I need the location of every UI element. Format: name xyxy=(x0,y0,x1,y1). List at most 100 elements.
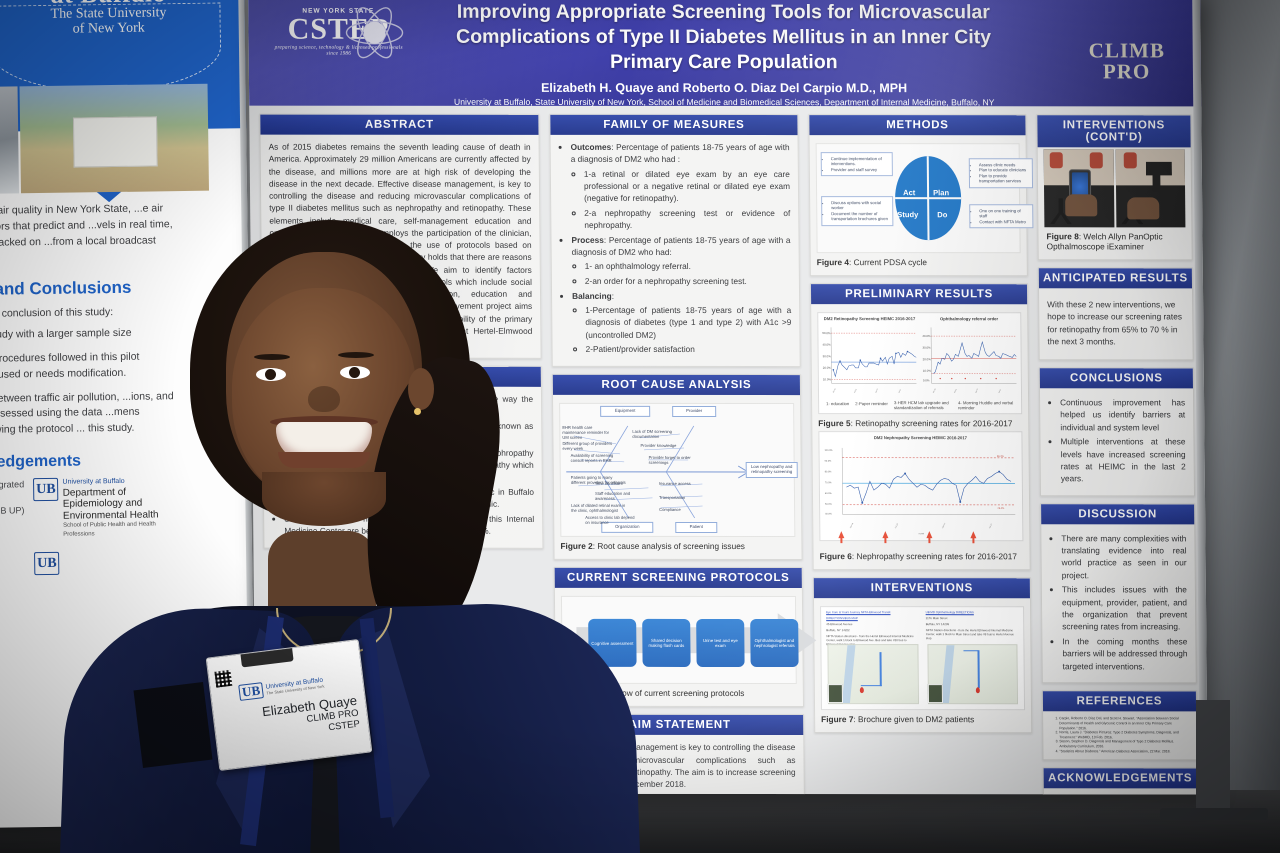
svg-text:Jul-17: Jul-17 xyxy=(898,389,902,394)
figure-6-label: Figure 6 xyxy=(819,551,852,562)
svg-text:26.4%: 26.4% xyxy=(998,508,1005,510)
svg-text:Jan-16: Jan-16 xyxy=(932,388,936,393)
lower-lip xyxy=(278,452,370,468)
conclusions-item-0: Continuous improvement has helped us ide… xyxy=(1060,396,1185,433)
brochure-right-title-text: UB MD Ophthalmology DIRECTIONS xyxy=(925,610,974,615)
acknowledgements-heading: ACKNOWLEDGEMENTS xyxy=(1043,768,1197,789)
pdsa-act-0: Continue implementation of interventions… xyxy=(831,156,889,167)
map-route-left-h xyxy=(860,684,882,687)
chart-3-plot: 100.0% 90.0% 80.0% 70.0% 60.0% 50.0% 40.0% 86… xyxy=(825,448,1016,535)
svg-text:40.0%: 40.0% xyxy=(822,343,831,347)
display-stand xyxy=(1196,700,1230,820)
poster-title-banner: NEW YORK STATE CSTEP preparing science, … xyxy=(248,0,1202,107)
svg-text:Jan-17: Jan-17 xyxy=(875,388,879,393)
reference-item-2: Sisson, Stephen D. Diagnosis and Managem… xyxy=(1059,740,1188,749)
map-route-left-v xyxy=(879,652,882,686)
figure-4-label: Figure 4 xyxy=(816,257,850,268)
page-title: Improving Appropriate Screening Tools fo… xyxy=(455,0,992,74)
legend-item-1: 2-Paper reminder xyxy=(855,401,888,407)
climb-logo-line2: PRO xyxy=(1102,59,1151,84)
fishbone-cause-pv-2: Provider forget to order screenings xyxy=(648,455,691,466)
brochure-right: UB MD Ophthalmology DIRECTIONS 1176 Main… xyxy=(923,610,1022,707)
preliminary-results-card: PRELIMINARY RESULTS DM2 Retinopathy Scre… xyxy=(809,283,1031,571)
pdsa-plan-2: Plan to provide transportation services xyxy=(979,173,1029,184)
poster-column-3: METHODS Act Plan Study Do Continue imple… xyxy=(808,114,1034,794)
photo-red-object-left-2 xyxy=(1089,152,1103,169)
discussion-item-2: In the coming months these barriers will… xyxy=(1062,635,1187,672)
left-poster-university-logo: at Buffalo The State University of New Y… xyxy=(0,0,219,38)
badge-qr-code-icon xyxy=(214,669,233,688)
badge-backing xyxy=(133,682,213,768)
photo-red-object-left xyxy=(1049,152,1063,169)
map-route-right-h xyxy=(963,650,979,652)
fishbone-cause-pt-1: Transportation xyxy=(658,495,686,501)
pdsa-quadrant-plan: Plan xyxy=(933,188,950,198)
eyebrow-left xyxy=(254,354,290,360)
preliminary-results-heading: PRELIMINARY RESULTS xyxy=(810,284,1028,305)
map-route-right-v xyxy=(977,650,980,689)
chart-3-title: DM2 Nephropathy Screening HEIMC 2016-201… xyxy=(873,435,968,441)
chart-2-title: Ophthalmology referral order xyxy=(939,316,999,322)
figure-7-text: : Brochure given to DM2 patients xyxy=(853,714,975,725)
discussion-card: DISCUSSION There are many complexities w… xyxy=(1040,503,1197,684)
fishbone-diagram: Equipment Provider Organization Patient … xyxy=(559,403,798,538)
left-poster-photos xyxy=(0,83,210,195)
svg-text:30.0%: 30.0% xyxy=(922,346,931,350)
map-river-left xyxy=(841,645,856,704)
pdsa-box-study: Discuss options with social worker Docum… xyxy=(821,196,894,226)
poster-authors: Elizabeth H. Quaye and Roberto O. Diaz D… xyxy=(540,80,908,96)
poster-columns: ABSTRACT As of 2015 diabetes remains the… xyxy=(249,106,1208,795)
workflow-step-2: Urine test and eye exam xyxy=(696,619,745,668)
reference-item-3: "Statistics About Diabetes." American Di… xyxy=(1059,749,1188,754)
climb-logo-line1: CLIMB xyxy=(1088,38,1166,63)
references-body: Carpio, Roberto O. Diaz Del, and Scott H… xyxy=(1043,712,1196,760)
svg-text:100.0%: 100.0% xyxy=(825,450,833,452)
figure-4-text: : Current PDSA cycle xyxy=(848,257,928,268)
workflow-step-1: Shared decision making flash cards xyxy=(642,619,691,668)
ack-left-0: ...arning and Integrated xyxy=(0,479,25,490)
conclusions-heading: CONCLUSIONS xyxy=(1039,368,1193,389)
fom-sub-0-1: 2-a nephropathy screening test or eviden… xyxy=(584,207,790,232)
earring xyxy=(414,408,421,415)
svg-text:month: month xyxy=(919,532,924,535)
badge-name-block: Elizabeth Quaye CLIMB PRO CSTEP xyxy=(213,693,360,747)
atom-icon xyxy=(345,7,404,59)
pdsa-do-1: Contact with NFTA Metro xyxy=(979,219,1029,224)
legend-item-0: 1- education xyxy=(826,401,850,407)
workflow-step-3: Ophthalmologist and nephrologist referra… xyxy=(750,619,799,668)
poster-column-2: FAMILY OF MEASURES Outcomes: Percentage … xyxy=(549,113,805,795)
anticipated-results-body: With these 2 new interventions, we hope … xyxy=(1047,299,1183,347)
brochure-left-title-text: Eye Care & Yours Journey NFTA-Elmwood Tr… xyxy=(826,610,891,615)
pdsa-box-plan: Assess clinic needs Plan to educate clin… xyxy=(968,158,1034,188)
ack-left-5: ...O) xyxy=(0,553,28,567)
svg-text:50.0%: 50.0% xyxy=(822,331,831,335)
acknowledgements-body: Roberto O. Diaz del Carpio, MD, MPH Part… xyxy=(1044,788,1199,794)
hand-right xyxy=(1126,197,1159,220)
svg-text:Jul-17: Jul-17 xyxy=(989,524,993,529)
brochure-right-line2: NFTA Station directions - from the Herte… xyxy=(925,628,1015,640)
legend-item-3: 4- Morning Huddle and verbal reminder xyxy=(958,400,1014,410)
figure-5-label: Figure 5 xyxy=(818,418,851,429)
nose xyxy=(308,386,340,412)
methods-heading: METHODS xyxy=(809,115,1026,136)
reference-item-0: Carpio, Roberto O. Diaz Del, and Scott H… xyxy=(1059,717,1188,731)
svg-text:0.0%: 0.0% xyxy=(922,378,929,382)
poster-column-4: INTERVENTIONS (CONT'D) xyxy=(1036,114,1200,795)
eye-left xyxy=(256,368,286,381)
main-research-poster: NEW YORK STATE CSTEP preparing science, … xyxy=(248,0,1208,795)
svg-text:Jul-16: Jul-16 xyxy=(854,389,858,394)
chart-2-plot: 40.0%30.0%20.0% 10.0%0.0% Jan-16 Jul-16 … xyxy=(922,327,1016,394)
display-stand-foot xyxy=(1160,808,1268,820)
references-heading: REFERENCES xyxy=(1042,691,1197,712)
pdsa-study-0: Discuss options with social worker xyxy=(831,200,889,211)
retinopathy-chart-pair: DM2 Retinopathy Screening HEIMC 2016-201… xyxy=(817,312,1023,415)
family-of-measures-heading: FAMILY OF MEASURES xyxy=(550,114,798,136)
photo-red-object-right xyxy=(1123,152,1137,169)
svg-text:30.0%: 30.0% xyxy=(823,354,832,358)
root-cause-card: ROOT CAUSE ANALYSIS xyxy=(551,374,803,561)
svg-text:Jan-17: Jan-17 xyxy=(975,388,979,393)
brochure-left-thumb xyxy=(827,684,843,704)
left-poster-uni-line3: of New York xyxy=(72,20,145,37)
ack-left-2: ...Program (CLIMB UP) xyxy=(0,505,25,516)
pdsa-box-act: Continue implementation of interventions… xyxy=(820,152,893,177)
